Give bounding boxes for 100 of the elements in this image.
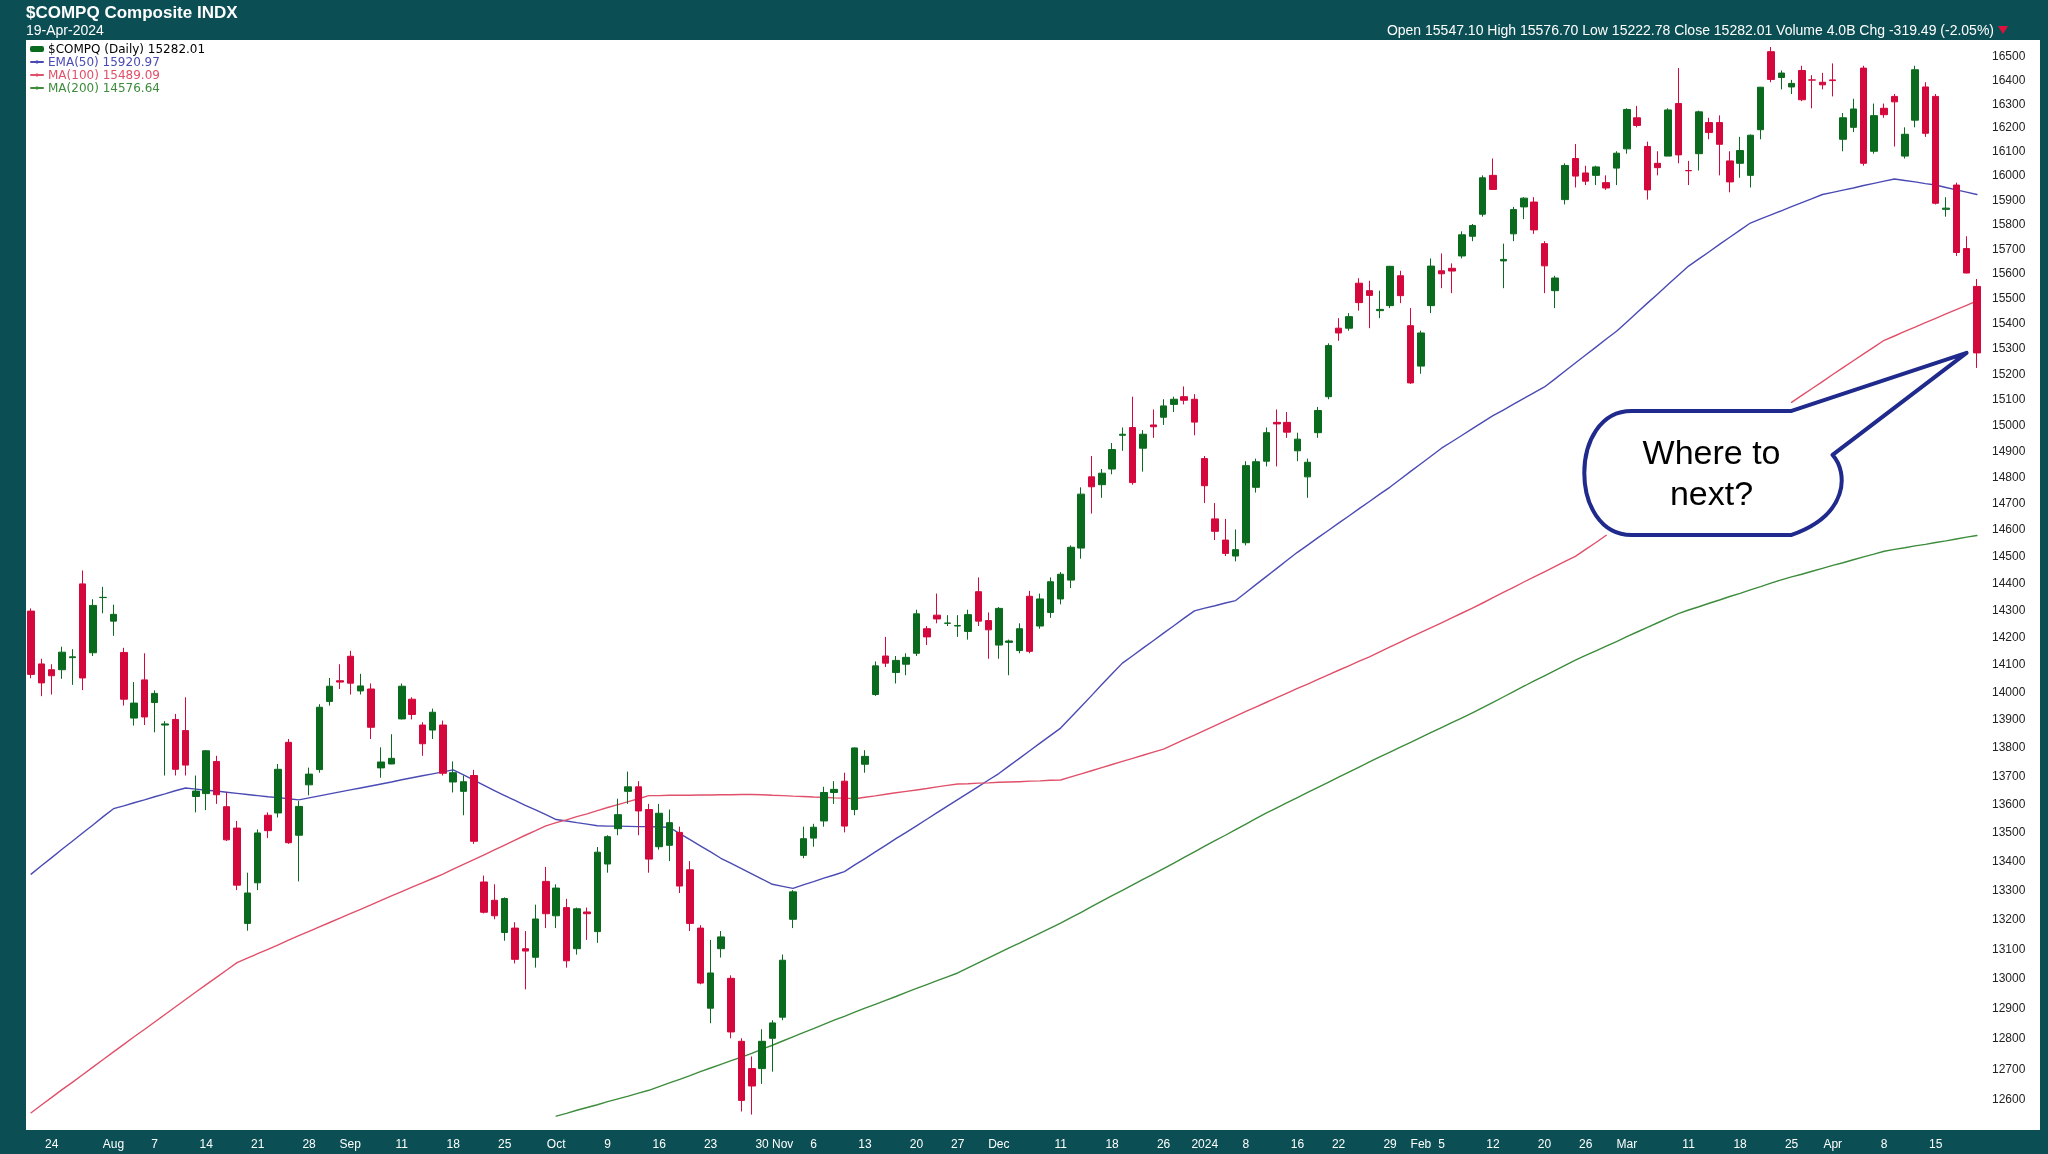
candlestick: [1582, 165, 1589, 186]
candlestick: [697, 924, 704, 985]
candlestick: [748, 1055, 756, 1116]
x-tick-label: 8: [1242, 1137, 1250, 1151]
x-tick-label: 22: [1331, 1137, 1346, 1151]
x-tick-label: 15: [1928, 1137, 1943, 1151]
candlestick: [285, 738, 292, 845]
x-tick-label: 23: [703, 1137, 718, 1151]
candlestick: [1469, 223, 1476, 242]
x-tick-label: 20: [1537, 1137, 1552, 1151]
candlestick: [789, 889, 797, 929]
x-tick-label: Oct: [546, 1137, 567, 1151]
x-tick-label: 24: [45, 1137, 59, 1151]
candlestick: [1757, 86, 1764, 140]
candlestick: [1139, 429, 1147, 473]
chart-title: $COMPQ Composite INDX: [26, 3, 238, 23]
candlestick: [1654, 150, 1661, 176]
y-tick-label: 16100: [1992, 144, 2026, 159]
candlestick: [1448, 262, 1456, 294]
candlestick: [192, 775, 200, 813]
candlestick: [1520, 196, 1528, 220]
candlestick: [830, 780, 838, 805]
x-tick-label: Nov: [771, 1137, 794, 1151]
y-tick-label: 15100: [1992, 392, 2026, 407]
candlestick: [110, 604, 117, 637]
candlestick: [594, 846, 601, 944]
candlestick: [1973, 278, 1981, 369]
y-tick-label: 14500: [1992, 549, 2026, 564]
candlestick: [1767, 46, 1775, 83]
candlestick: [923, 625, 931, 646]
candlestick: [841, 772, 848, 833]
candlestick: [872, 660, 879, 697]
candlestick: [707, 939, 714, 1024]
candlestick: [882, 636, 889, 668]
candlestick: [1366, 280, 1373, 329]
chart-subtitle: 19-Apr-2024: [26, 22, 104, 38]
candlestick: [223, 791, 230, 842]
candlestick: [1922, 81, 1929, 138]
candlestick: [1201, 455, 1208, 504]
candlestick: [408, 696, 416, 720]
candlestick: [624, 771, 632, 805]
x-tick-label: 25: [498, 1137, 512, 1151]
candlestick: [274, 763, 282, 819]
y-tick-label: 13500: [1992, 825, 2026, 840]
candlestick: [655, 803, 663, 851]
candlestick: [120, 647, 128, 707]
candlestick: [1222, 518, 1229, 557]
candlestick: [573, 907, 581, 956]
x-tick-label: 27: [950, 1137, 965, 1151]
candlestick: [1180, 385, 1188, 405]
candlestick: [851, 746, 858, 816]
candlestick: [1160, 398, 1167, 426]
y-tick-label: 15700: [1992, 241, 2026, 256]
candlestick: [1314, 406, 1322, 439]
candlestick: [1458, 230, 1466, 259]
y-tick-label: 12800: [1992, 1031, 2026, 1046]
candlestick: [1695, 110, 1703, 172]
candlestick: [161, 720, 169, 777]
y-tick-label: 14400: [1992, 575, 2026, 590]
x-tick-label: 16: [652, 1137, 667, 1151]
candlestick: [1963, 235, 1970, 274]
candlestick: [933, 593, 941, 624]
candlestick: [604, 834, 611, 874]
candlestick: [1541, 240, 1548, 294]
line-series: [30, 178, 1978, 890]
candlestick: [141, 652, 148, 726]
candlestick: [1077, 486, 1085, 560]
candlestick: [1252, 458, 1260, 494]
candlestick: [470, 769, 478, 845]
legend-label: MA(200) 14576.64: [48, 81, 160, 95]
x-tick-label: Dec: [988, 1137, 1010, 1151]
x-tick-label: 6: [810, 1137, 818, 1151]
candlestick: [985, 611, 992, 660]
x-tick-label: 11: [1682, 1137, 1696, 1151]
candlestick: [1500, 243, 1507, 289]
x-tick-label: 9: [604, 1137, 612, 1151]
candlestick: [676, 826, 683, 894]
text: Open 15547.10 High 15576.70 Low 15222.78 Close 15282.01 Volume 4.0B Chg -319.49 (-2.05%): [1386, 22, 1994, 38]
candlestick: [1510, 206, 1517, 242]
candlestick: [532, 904, 539, 969]
y-tick-label: 13100: [1992, 941, 2026, 956]
y-tick-label: 16000: [1992, 168, 2026, 183]
candlestick: [902, 652, 910, 676]
candlestick: [79, 569, 86, 691]
candlestick: [1530, 196, 1538, 235]
x-tick-label: 29: [1383, 1137, 1398, 1151]
x-tick-label: 28: [302, 1137, 317, 1151]
candlestick: [1942, 196, 1950, 218]
y-tick-label: 14800: [1992, 469, 2026, 484]
y-tick-label: 12900: [1992, 1001, 2026, 1016]
candlestick: [347, 650, 354, 696]
candlestick: [635, 780, 642, 836]
y-tick-label: 14000: [1992, 684, 2026, 699]
candlestick: [666, 809, 673, 862]
x-tick-label: 25: [1784, 1137, 1799, 1151]
y-tick-label: 14200: [1992, 629, 2026, 644]
candlestick: [1880, 103, 1888, 119]
candlestick: [1263, 427, 1270, 467]
candlestick: [1397, 270, 1404, 304]
candlestick: [1850, 98, 1857, 133]
